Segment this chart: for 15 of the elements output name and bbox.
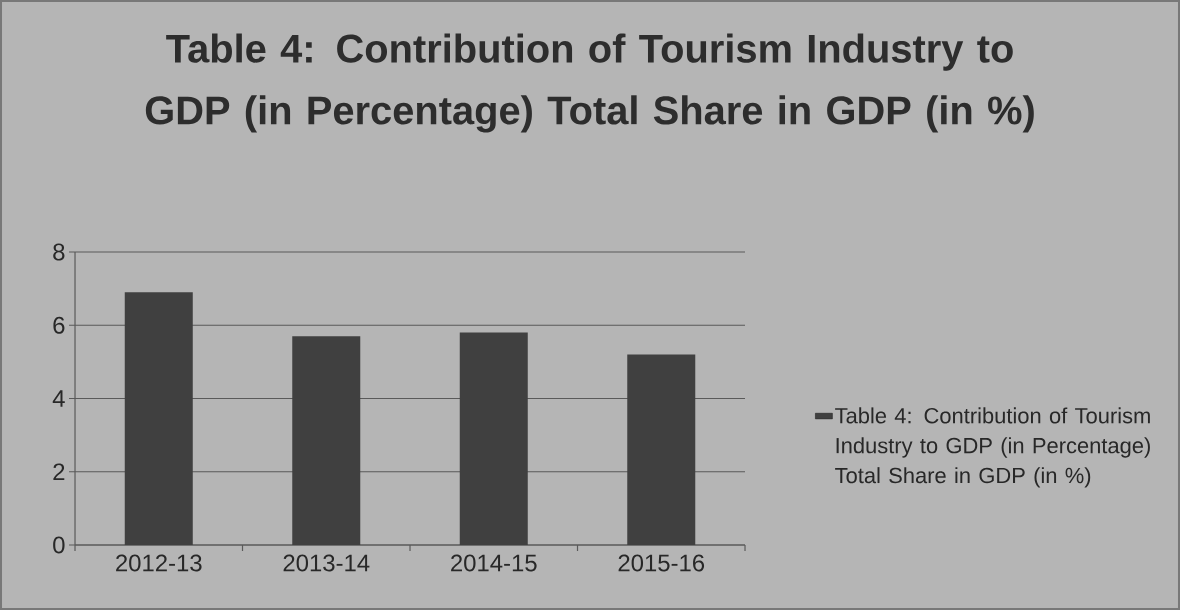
- x-tick-label: 2014-15: [451, 554, 537, 572]
- legend-label: Table 4: Contribution of Tourism Industry to GDP (in Percentage) Total Share in GDP (in %): [835, 407, 1150, 488]
- bar: [459, 332, 528, 545]
- y-tick-label: 6: [53, 316, 65, 334]
- y-tick-label: 4: [52, 390, 65, 407]
- bar: [292, 336, 361, 545]
- bar: [627, 354, 696, 545]
- y-tick-label: 2: [53, 463, 65, 481]
- x-tick-label: 2015-16: [618, 554, 705, 572]
- y-tick-label: 8: [53, 243, 65, 261]
- y-tick-label: 0: [53, 536, 65, 554]
- chart-title: Table 4: Contribution of Tourism Industry to GDP (in Percentage) Total Share in GDP (in %): [145, 33, 1034, 133]
- x-tick-label: 2012-13: [116, 554, 202, 572]
- bar: [124, 292, 193, 545]
- x-tick-label: 2013-14: [283, 554, 370, 572]
